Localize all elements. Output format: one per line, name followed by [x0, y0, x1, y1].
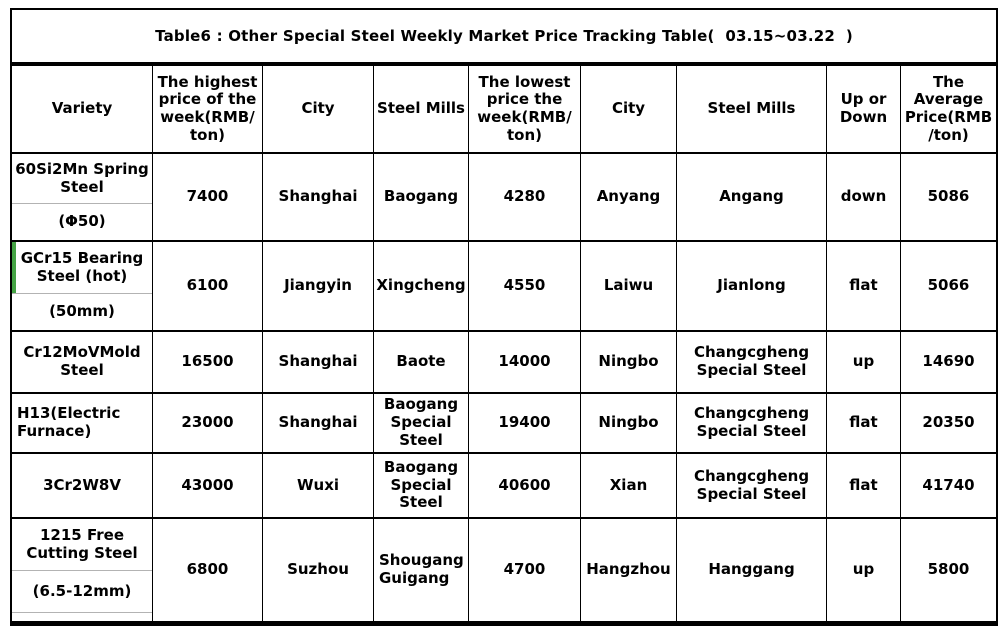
table-title: Table6 : Other Special Steel Weekly Mark… [10, 8, 998, 66]
cell-highest-price: 16500 [152, 330, 262, 392]
spreadsheet-grid: Variety The highest price of the week(RM… [10, 66, 998, 626]
cell-variety: H13(Electric Furnace) [12, 392, 152, 452]
cell-city-low: Laiwu [580, 240, 676, 330]
cell-highest-price: 6800 [152, 517, 262, 621]
header-cell-steel-mills-high: Steel Mills [373, 66, 468, 152]
cell-city-low: Ningbo [580, 330, 676, 392]
cell-average-price: 14690 [900, 330, 996, 392]
cell-average-price: 41740 [900, 452, 996, 517]
cell-highest-price: 23000 [152, 392, 262, 452]
cell-city-low: Xian [580, 452, 676, 517]
cell-lowest-price: 4700 [468, 517, 580, 621]
header-cell-city-high: City [262, 66, 373, 152]
cell-average-price: 5086 [900, 152, 996, 240]
cell-trend: flat [826, 392, 900, 452]
cell-spec: (50mm) [12, 293, 152, 330]
cell-average-price: 20350 [900, 392, 996, 452]
cell-steel-mill-low: Jianlong [676, 240, 826, 330]
cell-variety: Cr12MoVMold Steel [12, 330, 152, 392]
cell-steel-mill-high: Baogang Special Steel [373, 452, 468, 517]
cell-highest-price: 43000 [152, 452, 262, 517]
header-cell-up-or-down: Up or Down [826, 66, 900, 152]
cell-spec: (Φ50) [12, 203, 152, 240]
cell-city-high: Suzhou [262, 517, 373, 621]
cell-steel-mill-low: Changcgheng Special Steel [676, 392, 826, 452]
cell-steel-mill-high: Xingcheng [373, 240, 468, 330]
cell-lowest-price: 14000 [468, 330, 580, 392]
cell-city-high: Shanghai [262, 330, 373, 392]
cell-steel-mill-low: Changcgheng Special Steel [676, 330, 826, 392]
header-cell-city-low: City [580, 66, 676, 152]
cell-city-low: Ningbo [580, 392, 676, 452]
cell-steel-mill-low: Changcgheng Special Steel [676, 452, 826, 517]
price-tracking-table: Table6 : Other Special Steel Weekly Mark… [10, 8, 998, 626]
cell-lowest-price: 4550 [468, 240, 580, 330]
cell-city-low: Hangzhou [580, 517, 676, 621]
cell-steel-mill-low: Hanggang [676, 517, 826, 621]
cell-spec: (6.5-12mm) [12, 570, 152, 612]
cell-spec-empty [12, 612, 152, 621]
cell-variety: 1215 Free Cutting Steel [12, 517, 152, 570]
header-cell-highest-price: The highest price of the week(RMB/ ton) [152, 66, 262, 152]
header-cell-steel-mills-low: Steel Mills [676, 66, 826, 152]
cell-city-high: Shanghai [262, 392, 373, 452]
cell-city-low: Anyang [580, 152, 676, 240]
cell-city-high: Shanghai [262, 152, 373, 240]
cell-steel-mill-high: Baogang [373, 152, 468, 240]
cell-variety: 60Si2Mn Spring Steel [12, 152, 152, 203]
cell-lowest-price: 19400 [468, 392, 580, 452]
cell-variety: GCr15 Bearing Steel (hot) [12, 240, 152, 293]
header-cell-variety: Variety [51, 99, 113, 118]
cell-lowest-price: 40600 [468, 452, 580, 517]
cell-city-high: Wuxi [262, 452, 373, 517]
cell-variety: 3Cr2W8V [12, 452, 152, 517]
header-cell-lowest-price: The lowest price the week(RMB/ ton) [468, 66, 580, 152]
cell-steel-mill-high: Baogang Special Steel [373, 392, 468, 452]
cell-average-price: 5066 [900, 240, 996, 330]
cell-steel-mill-high: Baote [373, 330, 468, 392]
cell-highest-price: 6100 [152, 240, 262, 330]
cell-steel-mill-high: Shougang Guigang [373, 517, 468, 621]
cell-steel-mill-low: Angang [676, 152, 826, 240]
cell-average-price: 5800 [900, 517, 996, 621]
cell-trend: up [826, 517, 900, 621]
cell-highest-price: 7400 [152, 152, 262, 240]
cell-trend: flat [826, 240, 900, 330]
cell-trend: up [826, 330, 900, 392]
cell-lowest-price: 4280 [468, 152, 580, 240]
cell-trend: flat [826, 452, 900, 517]
header-cell-average-price: The Average Price(RMB /ton) [900, 66, 996, 152]
cell-city-high: Jiangyin [262, 240, 373, 330]
cell-trend: down [826, 152, 900, 240]
